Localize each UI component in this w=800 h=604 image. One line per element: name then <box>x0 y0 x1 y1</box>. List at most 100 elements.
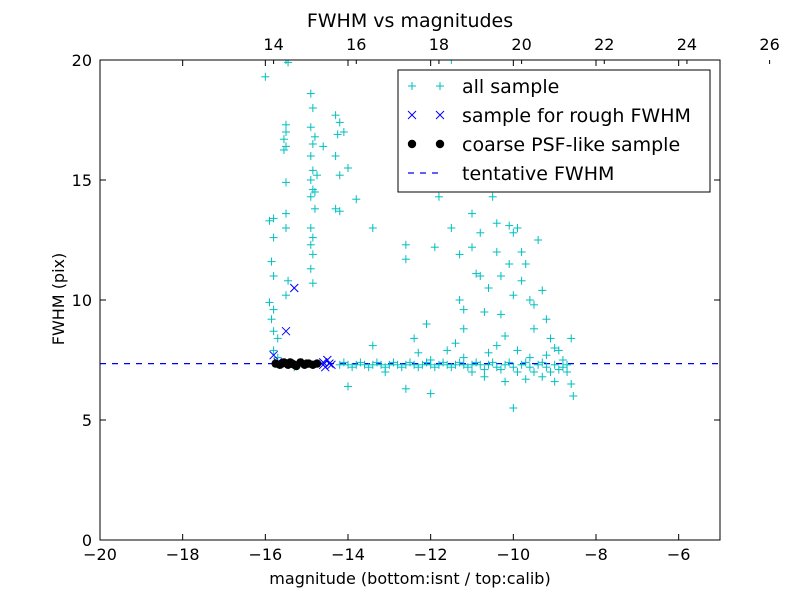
data-point-plus <box>513 346 522 355</box>
data-point-plus <box>554 346 563 355</box>
data-point-plus <box>480 365 489 374</box>
data-point-plus <box>468 368 476 376</box>
data-point-plus <box>368 360 377 369</box>
data-point-plus <box>319 142 328 151</box>
data-point-plus <box>501 332 510 340</box>
data-point-plus <box>352 360 361 369</box>
data-point-plus <box>265 216 274 225</box>
data-point-plus <box>381 363 390 372</box>
data-point-plus <box>377 360 386 369</box>
data-series-group <box>261 60 578 412</box>
data-point-plus <box>335 360 344 369</box>
data-point-plus <box>455 250 464 259</box>
data-point-x-b <box>325 359 334 368</box>
data-point-plus <box>550 360 559 369</box>
x-tick-label: −16 <box>248 545 282 564</box>
data-point-plus <box>265 298 274 307</box>
data-point-plus <box>339 128 348 136</box>
data-point-plus <box>418 360 427 369</box>
data-point-plus <box>356 358 365 367</box>
x-tick-label: −10 <box>496 545 530 564</box>
data-point-plus <box>313 171 321 180</box>
data-point-plus <box>542 363 551 372</box>
data-point-plus <box>401 384 410 393</box>
data-point-plus <box>269 272 278 280</box>
data-point-plus <box>414 348 423 357</box>
top-tick-label: 16 <box>346 35 366 54</box>
data-point-plus <box>484 284 493 292</box>
series-plus-group <box>261 60 578 412</box>
data-point-plus <box>505 260 514 268</box>
data-point-plus <box>344 164 352 172</box>
data-point-plus <box>546 334 555 343</box>
data-point-dot <box>285 358 295 367</box>
data-point-plus <box>306 89 315 98</box>
data-point-dot <box>277 359 287 368</box>
data-point-plus <box>282 209 290 218</box>
data-point-x-b <box>269 350 278 360</box>
y-tick-label: 0 <box>82 531 92 550</box>
data-point-plus <box>517 248 526 256</box>
legend: all sample sample for rough FWHM coarse PS… <box>397 69 711 193</box>
data-point-plus <box>397 363 406 372</box>
data-point-plus <box>368 224 377 232</box>
data-point-plus <box>434 360 443 369</box>
data-point-plus <box>459 324 468 333</box>
data-point-plus <box>335 171 344 180</box>
data-point-plus <box>492 219 501 228</box>
data-point-x <box>269 350 278 360</box>
top-tick-label: 18 <box>429 35 449 54</box>
data-point-dot <box>312 359 322 368</box>
data-point-plus <box>517 276 526 285</box>
data-point-plus <box>488 358 497 367</box>
data-point-plus <box>308 250 317 259</box>
y-tick-label: 20 <box>72 51 92 70</box>
data-point-plus <box>279 135 288 144</box>
data-point-plus <box>496 272 505 280</box>
data-point-plus <box>282 178 290 187</box>
data-point-plus <box>538 372 547 381</box>
data-point-plus <box>447 60 456 64</box>
series-dot-group <box>271 358 322 371</box>
data-point-plus <box>331 204 340 213</box>
legend-entry: tentative FWHM <box>408 163 614 185</box>
data-point-plus <box>308 233 317 242</box>
data-point-plus <box>563 368 572 376</box>
y-tick-label: 5 <box>82 411 92 430</box>
data-point-plus <box>525 296 534 304</box>
data-point-plus <box>447 363 456 372</box>
data-point-plus <box>459 305 468 314</box>
legend-label: tentative FWHM <box>462 163 614 185</box>
data-point-plus <box>459 353 468 362</box>
data-point-plus <box>308 279 317 288</box>
data-point-plus <box>269 327 278 336</box>
data-point-plus <box>308 140 317 148</box>
data-point-plus <box>360 360 369 369</box>
data-point-plus <box>443 360 452 369</box>
data-point-plus <box>269 214 278 223</box>
data-point-plus <box>422 358 431 367</box>
data-point-plus <box>525 363 534 372</box>
data-point-plus <box>554 365 563 374</box>
data-point-plus <box>426 360 435 369</box>
data-point-plus <box>501 377 510 386</box>
data-point-plus <box>492 341 501 350</box>
legend-label: all sample <box>462 76 559 98</box>
data-point-plus <box>310 188 319 196</box>
data-point-plus <box>476 360 485 369</box>
x-tick-label: −12 <box>414 545 448 564</box>
data-point-plus <box>480 308 489 316</box>
data-point-x-b <box>318 360 328 370</box>
data-point-plus <box>472 269 481 278</box>
data-point-plus <box>542 351 551 360</box>
data-point-plus <box>505 221 514 230</box>
plot-area: −20 −18 −16 −14 −12 −10 −8 −6 14 16 18 20 22 24 26 0 5 10… <box>72 35 780 564</box>
data-point-x <box>281 326 291 336</box>
data-point-plus <box>468 360 476 369</box>
y-tick-label: 10 <box>72 291 92 310</box>
data-point-plus <box>513 368 522 376</box>
data-point-plus <box>521 375 530 384</box>
data-point-plus <box>501 360 510 369</box>
data-point-plus <box>550 344 559 352</box>
